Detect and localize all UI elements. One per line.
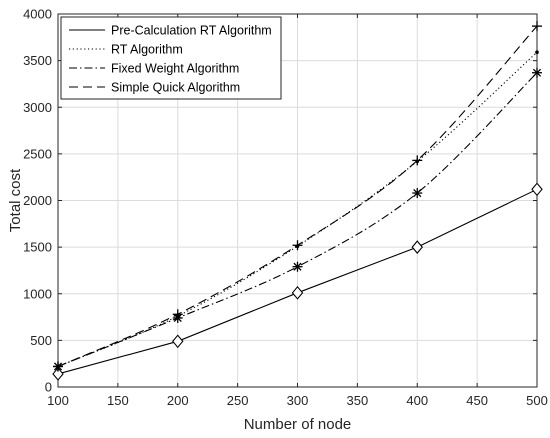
series-3 — [53, 21, 542, 372]
legend-label: Fixed Weight Algorithm — [111, 62, 239, 76]
x-tick-label: 200 — [167, 393, 189, 408]
x-tick-label: 500 — [526, 393, 548, 408]
data-point — [172, 334, 184, 349]
data-point — [291, 285, 304, 300]
x-axis-title: Number of node — [244, 416, 352, 433]
x-tick-label: 350 — [347, 393, 369, 408]
data-point — [172, 309, 183, 320]
y-tick-label: 3500 — [23, 53, 52, 68]
legend-label: Pre-Calculation RT Algorithm — [111, 24, 272, 38]
data-point — [52, 367, 64, 381]
data-point — [292, 261, 303, 272]
y-tick-label: 500 — [30, 333, 52, 348]
data-point — [292, 240, 303, 251]
legend: Pre-Calculation RT Algorithm RT Algorithm… — [60, 16, 282, 100]
legend-item: Fixed Weight Algorithm — [69, 62, 239, 76]
data-point — [532, 21, 542, 32]
legend-item: Pre-Calculation RT Algorithm — [69, 24, 272, 38]
series-0 — [52, 182, 543, 381]
y-tick-label: 4000 — [23, 7, 52, 22]
data-point — [412, 155, 423, 166]
legend-label: RT Algorithm — [111, 43, 183, 57]
x-tick-label: 150 — [107, 393, 129, 408]
y-tick-label: 2000 — [23, 193, 52, 208]
legend-box — [60, 16, 282, 100]
y-tick-label: 1000 — [23, 286, 52, 301]
series-line — [57, 25, 538, 367]
data-point — [53, 361, 63, 372]
series-layer — [52, 21, 543, 381]
x-tick-label: 400 — [406, 393, 428, 408]
x-axis: 100 150 200 250 300 350 400 450 500 — [47, 14, 548, 408]
legend-label: Simple Quick Algorithm — [111, 81, 240, 95]
x-tick-label: 300 — [287, 393, 309, 408]
y-axis: 0 500 1000 1500 2000 2500 3000 3500 4000 — [23, 7, 537, 395]
legend-item: Simple Quick Algorithm — [69, 81, 240, 95]
y-tick-label: 3000 — [23, 100, 52, 115]
x-tick-label: 100 — [47, 393, 69, 408]
x-tick-label: 250 — [227, 393, 249, 408]
data-point — [531, 182, 543, 197]
y-tick-label: 2500 — [23, 146, 52, 161]
data-point — [532, 67, 542, 78]
data-point — [535, 50, 539, 55]
y-tick-label: 1500 — [23, 240, 52, 255]
y-tick-label: 0 — [45, 380, 52, 395]
legend-item: RT Algorithm — [69, 43, 183, 57]
data-point — [411, 240, 423, 254]
data-point — [412, 188, 423, 199]
x-tick-label: 450 — [466, 393, 488, 408]
y-axis-title: Total cost — [7, 168, 24, 232]
